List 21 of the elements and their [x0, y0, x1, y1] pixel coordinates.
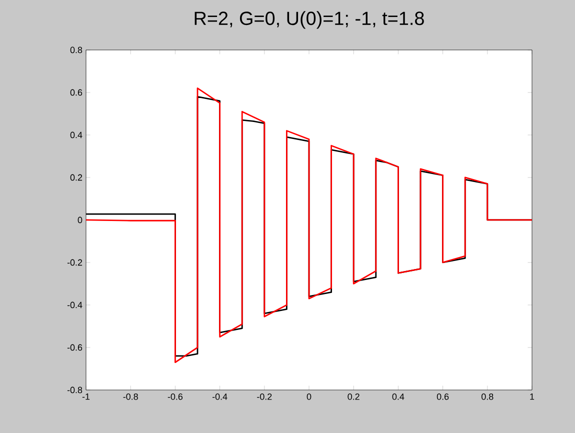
x-tick-label: 0.8: [482, 394, 494, 400]
y-tick-label: -0.6: [67, 344, 82, 351]
x-tick-label: -1: [82, 394, 90, 400]
y-tick-label: -0.2: [67, 259, 82, 266]
y-tick-label: 0.2: [70, 174, 82, 181]
y-tick-label: 0.4: [70, 132, 82, 138]
chart-title: R=2, G=0, U(0)=1; -1, t=1.8: [194, 11, 424, 29]
x-tick-label: 0.4: [392, 394, 404, 400]
x-tick-label: -0.8: [123, 394, 138, 400]
x-tick-label: -0.6: [168, 394, 183, 400]
x-tick-label: 1: [530, 394, 534, 400]
x-tick-label: -0.2: [257, 394, 272, 400]
y-tick-label: 0: [78, 216, 82, 224]
y-tick-label: -0.8: [67, 386, 82, 394]
y-tick-label: -0.4: [67, 302, 82, 308]
x-tick-label: 0.6: [436, 394, 449, 400]
y-tick-label: 0.8: [70, 46, 82, 54]
x-tick-label: 0: [306, 394, 312, 400]
x-tick-label: -0.4: [212, 394, 228, 400]
x-tick-label: 0.2: [348, 394, 360, 400]
y-tick-label: 0.6: [70, 89, 82, 96]
